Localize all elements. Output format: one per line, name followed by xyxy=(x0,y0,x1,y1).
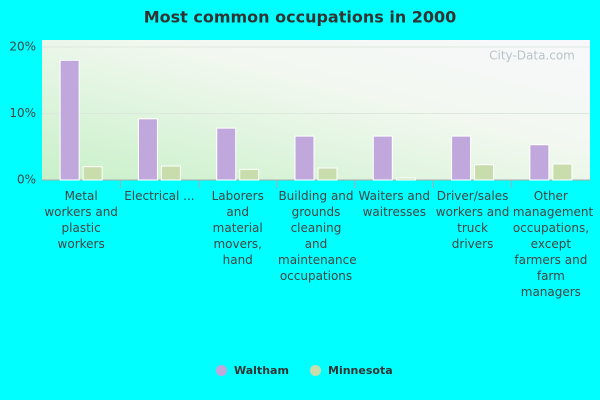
bar xyxy=(451,135,472,181)
x-tick-label: Driver/sales workers and truck drivers xyxy=(435,189,510,251)
legend-label: Minnesota xyxy=(328,364,393,377)
legend-swatch xyxy=(216,365,227,376)
legend-item: Minnesota xyxy=(310,364,393,377)
bar xyxy=(137,118,158,181)
y-tick-label: 0% xyxy=(17,173,36,187)
bar xyxy=(529,144,550,181)
bar xyxy=(59,59,80,181)
bar xyxy=(82,166,103,181)
y-tick-label: 20% xyxy=(9,40,36,54)
bar xyxy=(160,165,181,181)
bar xyxy=(294,135,315,181)
y-tick-label: 10% xyxy=(9,106,36,120)
bar xyxy=(372,135,393,181)
bar xyxy=(552,163,573,181)
watermark: City-Data.com xyxy=(489,49,575,63)
x-tick-label: Waiters and waitresses xyxy=(358,189,430,219)
legend-label: Waltham xyxy=(234,364,289,377)
bar xyxy=(216,127,237,181)
x-tick-label: Electrical ... xyxy=(124,189,195,203)
bar xyxy=(474,164,495,181)
chart-title: Most common occupations in 2000 xyxy=(144,8,457,27)
bar xyxy=(395,177,416,181)
x-tick-label: Building and grounds cleaning and mainte… xyxy=(278,189,357,283)
plot-area xyxy=(42,40,590,180)
legend-item: Waltham xyxy=(216,364,289,377)
x-tick-label: Metal workers and plastic workers xyxy=(44,189,118,251)
legend-swatch xyxy=(310,365,321,376)
x-tick-label: Laborers and material movers, hand xyxy=(211,189,264,267)
bar xyxy=(239,168,260,181)
bar xyxy=(317,167,338,181)
x-tick-label: Other management occupations, except far… xyxy=(512,189,594,299)
